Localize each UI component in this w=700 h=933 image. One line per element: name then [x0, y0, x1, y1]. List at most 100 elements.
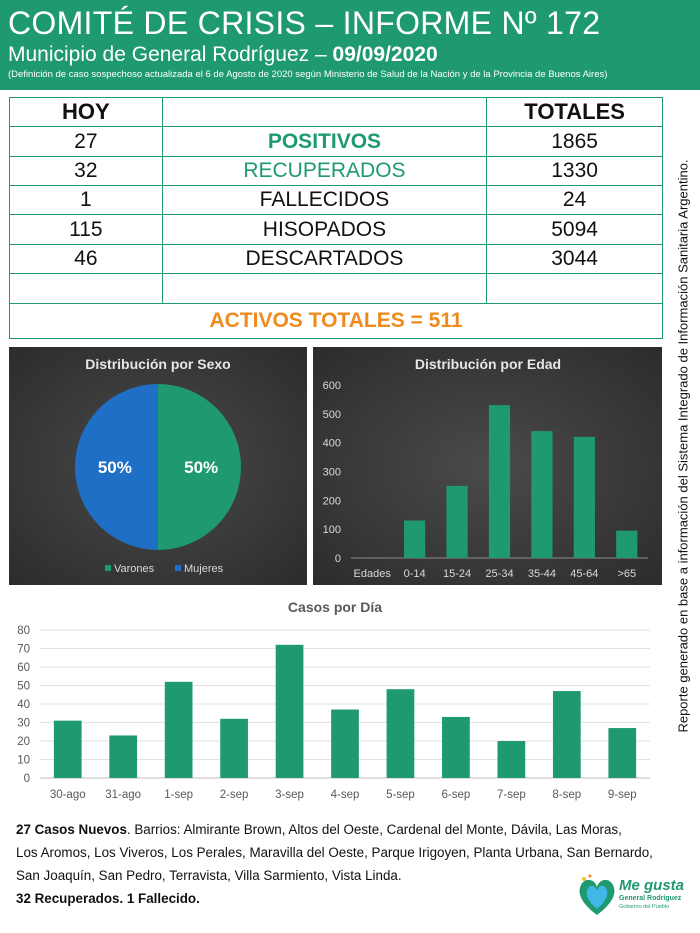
- logo-subtitle: General Rodríguez: [619, 895, 682, 902]
- x-tick-label: 30-ago: [50, 789, 86, 801]
- y-tick-label: 500: [323, 409, 341, 421]
- pie-slice-varones: [158, 384, 241, 550]
- stats-table: HOY TOTALES 27 POSITIVOS 1865 32 RECUPER…: [9, 96, 663, 340]
- x-tick-label: 0-14: [404, 568, 426, 580]
- logo-tagline: Gobierno del Pueblo: [619, 904, 670, 910]
- y-tick-label: 100: [323, 524, 341, 536]
- legend-swatch: [105, 565, 111, 571]
- y-tick-label: 0: [24, 773, 30, 785]
- table-row: 27 POSITIVOS 1865: [9, 126, 663, 157]
- x-tick-label: 45-64: [570, 568, 598, 580]
- age-distribution-panel: Distribución por Edad 0 100 200 300 400 500 600…: [313, 347, 662, 585]
- label-deceased: FALLECIDOS: [161, 185, 488, 216]
- total-discarded: 3044: [486, 243, 663, 275]
- age-bar: [616, 530, 638, 558]
- x-tick-label: 25-34: [485, 568, 513, 580]
- chart-title: Distribución por Edad: [415, 356, 561, 372]
- y-tick-label: 200: [323, 495, 341, 507]
- recovered-deceased-summary: 32 Recuperados. 1 Fallecido.: [16, 891, 200, 906]
- today-discarded: 46: [9, 243, 163, 275]
- empty-cell: [161, 273, 488, 304]
- report-title: COMITÉ DE CRISIS – INFORME Nº 172: [8, 5, 601, 41]
- empty-cell: [486, 273, 663, 304]
- total-positive: 1865: [486, 126, 663, 157]
- y-tick-label: 10: [17, 755, 30, 767]
- y-tick-label: 50: [17, 681, 30, 693]
- empty-row: [9, 273, 663, 304]
- age-bar: [446, 485, 468, 558]
- age-bar: [404, 520, 426, 558]
- legend-swatch: [175, 565, 181, 571]
- report-date: 09/09/2020: [332, 43, 438, 66]
- daily-bar: [275, 644, 304, 778]
- x-tick-label: 3-sep: [275, 789, 304, 801]
- y-tick-label: 70: [17, 644, 30, 656]
- age-bar: [531, 431, 553, 558]
- y-tick-label: 20: [17, 736, 30, 748]
- footer-text: 27 Casos Nuevos. Barrios: Almirante Brow…: [16, 818, 656, 910]
- pie-slice-mujeres: [75, 384, 158, 550]
- definition-note: (Definición de caso sospechoso actualiza…: [8, 69, 608, 80]
- col-total-header: TOTALES: [486, 96, 663, 128]
- stats-header-row: HOY TOTALES: [9, 96, 663, 128]
- x-tick-label: 6-sep: [442, 789, 471, 801]
- y-tick-label: 60: [17, 662, 30, 674]
- total-deceased: 24: [486, 185, 663, 216]
- footer-line-2: Los Aromos, Los Viveros, Los Perales, Ma…: [16, 845, 653, 860]
- label-positive: POSITIVOS: [161, 126, 488, 157]
- y-tick-label: 600: [323, 380, 341, 392]
- x-tick-label: 15-24: [443, 568, 471, 580]
- today-positive: 27: [9, 126, 163, 157]
- age-distribution-chart: Distribución por Edad 0 100 200 300 400 500 600…: [323, 356, 648, 580]
- sex-distribution-panel: Distribución por Sexo 50% 50% Varones Mujere…: [9, 347, 307, 585]
- daily-bar: [608, 728, 637, 778]
- municipality-logo: Me gusta General Rodríguez Gobierno del …: [575, 873, 684, 919]
- age-bar: [488, 405, 511, 558]
- y-tick-label: 40: [17, 699, 30, 711]
- daily-bar: [331, 709, 359, 778]
- daily-bar: [442, 716, 470, 778]
- total-swabs: 5094: [486, 214, 663, 245]
- x-tick-label: 35-44: [528, 568, 556, 580]
- col-today-header: HOY: [9, 96, 163, 128]
- pie-data-label: 50%: [184, 458, 218, 477]
- daily-bar: [552, 691, 581, 778]
- x-tick-label: 7-sep: [497, 789, 526, 801]
- y-tick-label: 400: [323, 438, 341, 450]
- x-tick-label: 31-ago: [105, 789, 141, 801]
- total-recovered: 1330: [486, 155, 663, 187]
- sex-distribution-chart: Distribución por Sexo 50% 50% Varones Mujere…: [75, 356, 241, 575]
- side-note-text: Reporte generado en base a información d…: [675, 159, 691, 733]
- report-subtitle: Municipio de General Rodríguez – 09/09/2…: [8, 42, 692, 68]
- neighborhoods-1: . Barrios: Almirante Brown, Altos del Oe…: [126, 822, 622, 837]
- x-tick-label: 4-sep: [331, 789, 360, 801]
- daily-cases-chart: Casos por Día 0 10 20 30 40 50 60 70 80 30-ago 31-a…: [17, 599, 650, 801]
- table-row: 46 DESCARTADOS 3044: [9, 243, 663, 275]
- legend-label: Mujeres: [184, 563, 224, 575]
- y-tick-label: 300: [323, 467, 341, 479]
- age-bar: [573, 436, 595, 558]
- y-tick-label: 80: [17, 625, 30, 637]
- empty-cell: [9, 273, 163, 304]
- chart-title: Distribución por Sexo: [85, 356, 230, 372]
- x-tick-label: >65: [617, 568, 636, 580]
- footer-line-4: 32 Recuperados. 1 Fallecido.: [16, 887, 656, 910]
- daily-bar: [497, 741, 526, 778]
- label-swabs: HISOPADOS: [161, 214, 488, 245]
- x-tick-label: 5-sep: [386, 789, 415, 801]
- footer-line-1: 27 Casos Nuevos. Barrios: Almirante Brow…: [16, 818, 656, 841]
- heart-logo-icon: [579, 874, 615, 915]
- label-discarded: DESCARTADOS: [161, 243, 488, 275]
- chart-title: Casos por Día: [288, 599, 382, 615]
- x-tick-label: 8-sep: [552, 789, 581, 801]
- table-row: 115 HISOPADOS 5094: [9, 214, 663, 245]
- table-row: 32 RECUPERADOS 1330: [9, 155, 663, 187]
- municipality: Municipio de General Rodríguez –: [8, 43, 327, 66]
- x-tick-label: Edades: [354, 568, 392, 580]
- active-total: ACTIVOS TOTALES = 511: [9, 302, 663, 340]
- col-label-header: [161, 96, 488, 128]
- y-tick-label: 0: [335, 553, 341, 565]
- x-tick-label: 9-sep: [608, 789, 637, 801]
- side-note: Reporte generado en base a información d…: [668, 102, 698, 790]
- active-row: ACTIVOS TOTALES = 511: [9, 302, 663, 340]
